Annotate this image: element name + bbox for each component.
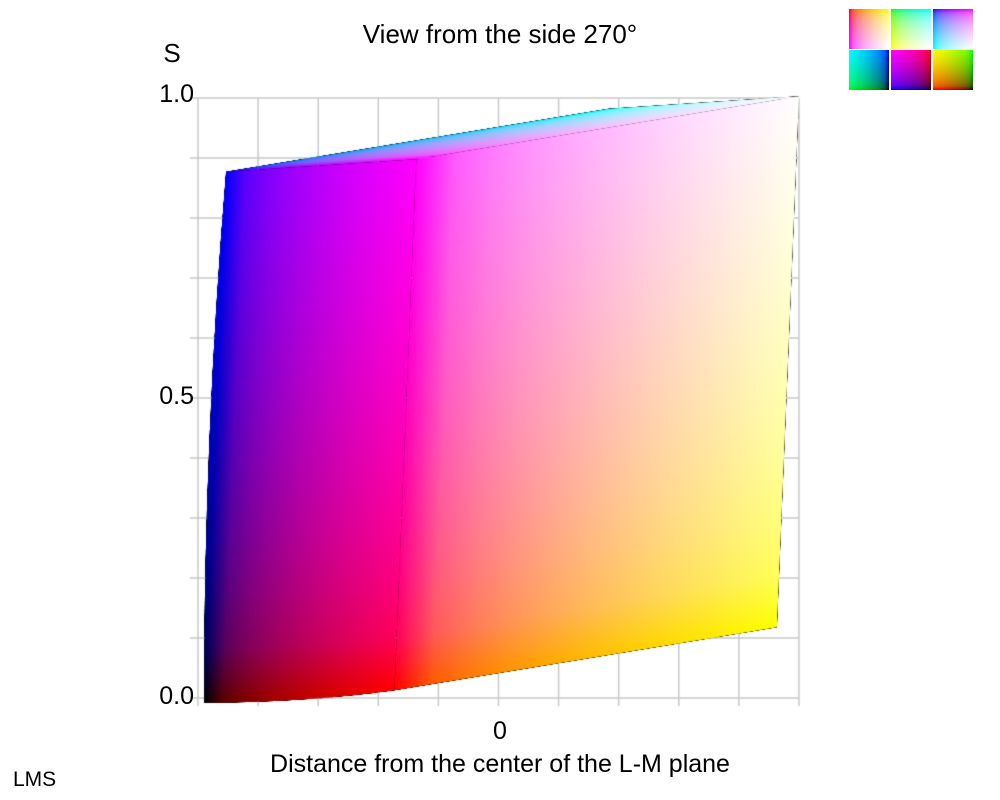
chart-title: View from the side 270° [362, 19, 638, 49]
legend-face-b0 [933, 50, 973, 90]
colorspace-label: LMS [13, 768, 57, 791]
y-tick-0.5: 0.5 [159, 382, 194, 410]
y-tick-0.0: 0.0 [159, 682, 194, 710]
legend-face-b1 [933, 9, 973, 49]
legend-face-r1 [849, 9, 889, 49]
legend-face-r0 [849, 50, 889, 90]
y-axis-label: S [163, 38, 181, 68]
rgb-cube-legend [849, 9, 973, 90]
x-tick-0: 0 [493, 717, 507, 745]
y-tick-1.0: 1.0 [159, 80, 194, 108]
legend-face-g1 [891, 9, 931, 49]
legend-face-g0 [891, 50, 931, 90]
x-axis-label: Distance from the center of the L-M plan… [270, 750, 730, 778]
